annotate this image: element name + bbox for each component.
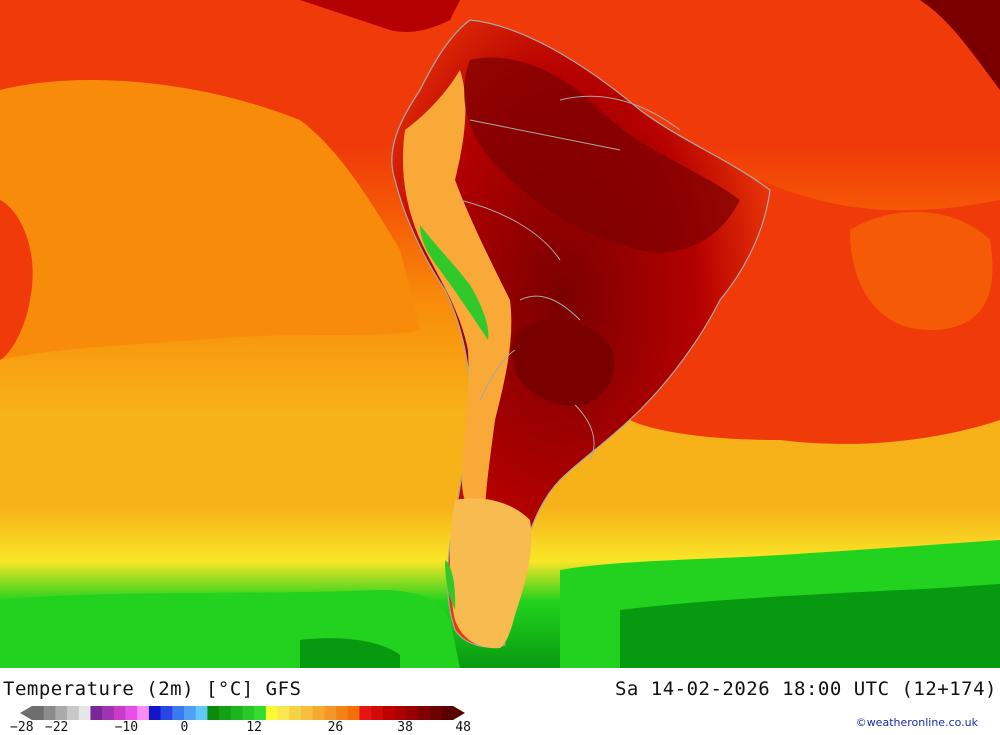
legend-swatch bbox=[55, 706, 68, 720]
legend-swatch bbox=[184, 706, 197, 720]
legend-low-arrow bbox=[20, 706, 32, 720]
credit-link[interactable]: ©weatheronline.co.uk bbox=[855, 716, 978, 729]
andes-cool-zone bbox=[402, 70, 512, 520]
legend-swatch bbox=[289, 706, 302, 720]
legend-swatch bbox=[113, 706, 126, 720]
legend-swatch bbox=[32, 706, 44, 720]
legend-swatch bbox=[137, 706, 150, 720]
legend-swatch bbox=[219, 706, 232, 720]
patagonia-green bbox=[445, 560, 456, 610]
pacific-warm-tongue bbox=[0, 80, 420, 360]
color-scale-legend bbox=[20, 706, 465, 720]
legend-swatch bbox=[347, 706, 360, 720]
south-atlantic-deep bbox=[620, 584, 1000, 668]
legend-tick-label: 48 bbox=[455, 720, 472, 735]
legend-swatch bbox=[336, 706, 349, 720]
legend-swatch bbox=[300, 706, 313, 720]
legend-swatch bbox=[359, 706, 372, 720]
legend-swatch bbox=[277, 706, 290, 720]
legend-swatch bbox=[394, 706, 407, 720]
atlantic-orange-patch bbox=[850, 211, 993, 330]
hot-interior-core bbox=[512, 319, 614, 406]
valid-time: Sa 14-02-2026 18:00 UTC (12+174) bbox=[614, 678, 997, 700]
east-pacific-red bbox=[0, 200, 33, 360]
legend-swatch bbox=[102, 706, 115, 720]
legend-swatch bbox=[207, 706, 220, 720]
legend-swatch bbox=[78, 706, 91, 720]
legend-swatch bbox=[254, 706, 267, 720]
legend-high-arrow bbox=[453, 706, 465, 720]
map-footer: Temperature (2m) [°C] GFS Sa 14-02-2026 … bbox=[0, 668, 1000, 735]
legend-tick-label: 0 bbox=[180, 720, 189, 735]
amazon-hot-core bbox=[464, 57, 740, 253]
legend-swatch bbox=[429, 706, 442, 720]
legend-tick-label: −10 bbox=[114, 720, 139, 735]
legend-swatch bbox=[312, 706, 325, 720]
legend-swatch bbox=[230, 706, 243, 720]
legend-swatch bbox=[160, 706, 173, 720]
legend-swatch bbox=[43, 706, 56, 720]
legend-swatch bbox=[148, 706, 161, 720]
country-borders bbox=[459, 95, 681, 461]
legend-swatch bbox=[406, 706, 419, 720]
legend-swatch bbox=[125, 706, 138, 720]
andes-green-strip bbox=[420, 225, 489, 340]
temperature-map bbox=[0, 0, 1000, 668]
south-pacific-deep bbox=[300, 638, 400, 668]
legend-swatch bbox=[195, 706, 208, 720]
legend-swatch bbox=[382, 706, 395, 720]
legend-swatch bbox=[172, 706, 185, 720]
legend-tick-label: −22 bbox=[44, 720, 69, 735]
patagonia-zone bbox=[449, 498, 532, 649]
legend-swatch bbox=[441, 706, 454, 720]
west-africa-land bbox=[920, 0, 1000, 90]
legend-swatch bbox=[371, 706, 384, 720]
map-title: Temperature (2m) [°C] GFS bbox=[3, 678, 302, 700]
legend-tick-label: 38 bbox=[397, 720, 413, 735]
legend-tick-label: −28 bbox=[10, 720, 34, 735]
legend-tick-label: 12 bbox=[246, 720, 262, 735]
legend-tick-label: 26 bbox=[327, 720, 344, 735]
legend-swatch bbox=[265, 706, 278, 720]
central-america-land bbox=[300, 0, 460, 32]
legend-swatch bbox=[417, 706, 430, 720]
legend-swatch bbox=[242, 706, 255, 720]
legend-swatch bbox=[90, 706, 103, 720]
legend-swatch bbox=[67, 706, 80, 720]
legend-swatch bbox=[324, 706, 337, 720]
